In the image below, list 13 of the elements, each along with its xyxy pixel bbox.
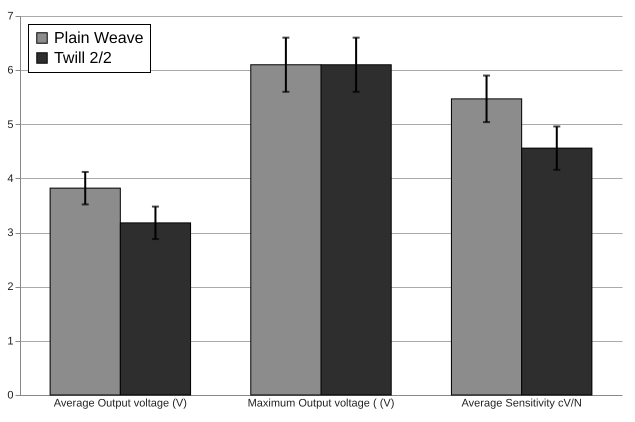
y-tick-label: 3 — [7, 227, 14, 240]
y-tick-label: 5 — [7, 118, 14, 131]
y-tick-label: 7 — [7, 10, 14, 22]
x-tick-label: Average Output voltage (V) — [54, 398, 187, 410]
y-tick-label: 4 — [7, 172, 14, 185]
x-tick-label: Average Sensitivity cV/N — [462, 398, 582, 410]
legend-label: Plain Weave — [54, 30, 144, 47]
y-tick-label: 6 — [7, 64, 14, 77]
legend-label: Twill 2/2 — [54, 50, 112, 67]
y-tick-label: 0 — [7, 390, 14, 402]
x-tick-label: Maximum Output voltage ( (V) — [248, 398, 394, 410]
y-tick-label: 2 — [7, 281, 14, 294]
y-tick-label: 1 — [7, 335, 14, 348]
